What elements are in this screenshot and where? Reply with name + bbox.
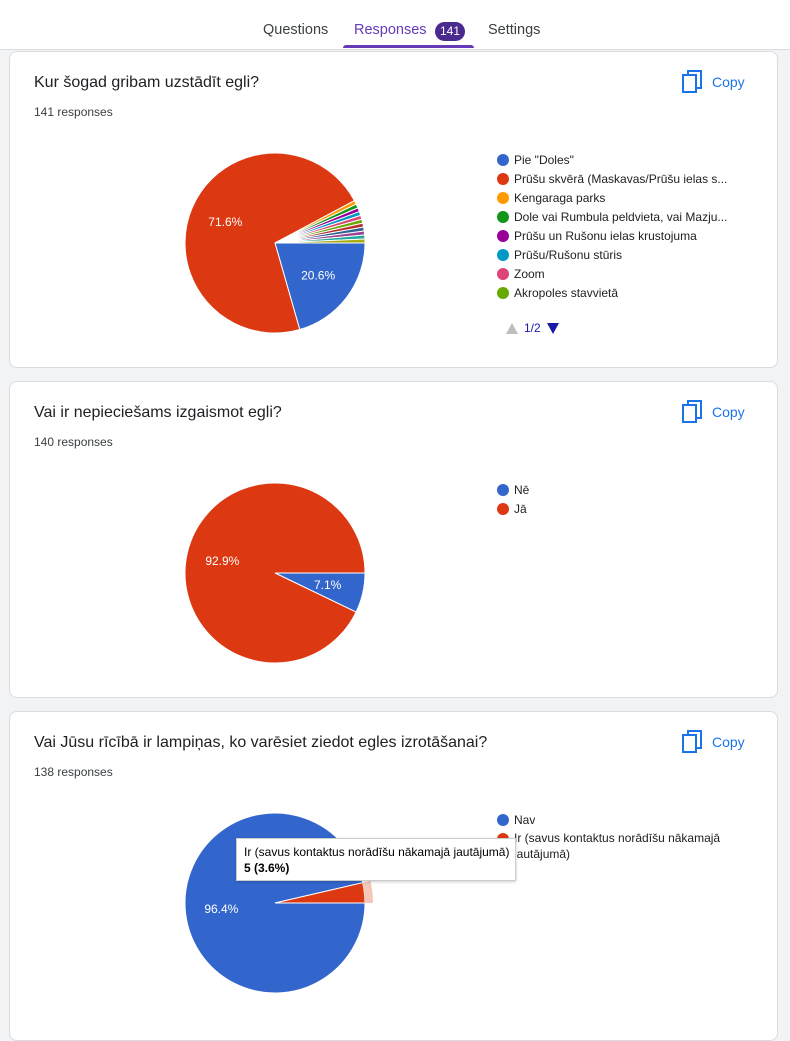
responses-count-badge: 141 xyxy=(435,22,465,41)
legend-item[interactable]: Kengaraga parks xyxy=(497,189,747,208)
pie-chart: 7.1% 92.9% xyxy=(185,483,365,663)
active-tab-indicator xyxy=(343,45,474,48)
tab-settings[interactable]: Settings xyxy=(488,22,541,38)
legend-item[interactable]: Akropoles stavvietā xyxy=(497,284,747,303)
slice-percent-label: 7.1% xyxy=(314,578,342,592)
legend-label: Nē xyxy=(514,483,530,497)
legend-swatch xyxy=(497,814,509,826)
legend-page-indicator: 1/2 xyxy=(524,321,541,335)
legend-swatch xyxy=(497,268,509,280)
copy-icon xyxy=(682,70,702,93)
copy-icon xyxy=(682,730,702,753)
slice-percent-label: 20.6% xyxy=(301,269,335,283)
legend-label: Prūšu un Rušonu ielas krustojuma xyxy=(514,229,697,243)
pie-slice[interactable] xyxy=(274,242,365,331)
next-page-icon[interactable] xyxy=(546,322,559,334)
slice-percent-label: 92.9% xyxy=(205,554,239,568)
legend-item[interactable]: Ir (savus kontaktus norādīšu nākamajā ja… xyxy=(497,830,747,864)
question-title: Vai ir nepieciešams izgaismot egli? xyxy=(34,404,282,421)
legend-swatch xyxy=(497,154,509,166)
legend-label: Nav xyxy=(514,813,536,827)
legend-item[interactable]: Prūšu skvērā (Maskavas/Prūšu ielas s... xyxy=(497,170,747,189)
legend-label: Ir (savus kontaktus norādīšu nākamajā ja… xyxy=(514,831,721,861)
pie-slice[interactable] xyxy=(274,238,365,244)
slice-percent-label: 96.4% xyxy=(204,902,238,916)
legend-label: Prūšu skvērā (Maskavas/Prūšu ielas s... xyxy=(514,172,728,186)
slice-hover-halo xyxy=(362,880,373,903)
question-title: Vai Jūsu rīcībā ir lampiņas, ko varēsiet… xyxy=(34,734,488,751)
copy-chart-button[interactable]: Copy xyxy=(682,728,762,756)
prev-page-icon[interactable] xyxy=(506,322,518,334)
tooltip-label: Ir (savus kontaktus norādīšu nākamajā ja… xyxy=(244,845,510,859)
chart-legend: Nē Jā xyxy=(497,481,747,519)
copy-label: Copy xyxy=(712,734,745,750)
top-tab-bar: Questions Responses 141 Settings xyxy=(0,0,790,50)
legend-swatch xyxy=(497,230,509,242)
legend-swatch xyxy=(497,287,509,299)
pie-slice[interactable] xyxy=(185,483,365,663)
legend-label: Kengaraga parks xyxy=(514,191,606,205)
chart-legend: Nav Ir (savus kontaktus norādīšu nākamaj… xyxy=(497,811,747,864)
response-count: 140 responses xyxy=(34,435,113,449)
legend-swatch xyxy=(497,503,509,515)
chart-tooltip: Ir (savus kontaktus norādīšu nākamajā ja… xyxy=(236,838,516,881)
legend-item[interactable]: Prūšu/Rušonu stūris xyxy=(497,246,747,265)
copy-label: Copy xyxy=(712,74,745,90)
legend-item[interactable]: Nē xyxy=(497,481,747,500)
legend-swatch xyxy=(497,173,509,185)
legend-swatch xyxy=(497,211,509,223)
legend-item[interactable]: Pie "Doles" xyxy=(497,151,747,170)
legend-swatch xyxy=(497,192,509,204)
legend-label: Akropoles stavvietā xyxy=(514,286,619,300)
legend-label: Jā xyxy=(514,502,527,516)
legend-swatch xyxy=(497,249,509,261)
legend-label: Prūšu/Rušonu stūris xyxy=(514,248,623,262)
tab-responses[interactable]: Responses xyxy=(354,22,427,38)
response-count: 138 responses xyxy=(34,765,113,779)
legend-item[interactable]: Prūšu un Rušonu ielas krustojuma xyxy=(497,227,747,246)
legend-pager: 1/2 xyxy=(506,321,559,335)
copy-icon xyxy=(682,400,702,423)
tooltip-value: 5 (3.6%) xyxy=(244,861,290,875)
tab-questions[interactable]: Questions xyxy=(263,22,329,38)
pie-slice[interactable] xyxy=(185,153,356,333)
legend-label: Pie "Doles" xyxy=(514,153,574,167)
slice-percent-label: 71.6% xyxy=(208,215,242,229)
legend-item[interactable]: Dole vai Rumbula peldvieta, vai Mazju... xyxy=(497,208,747,227)
copy-label: Copy xyxy=(712,404,745,420)
question-card-2: Vai ir nepieciešams izgaismot egli? 140 … xyxy=(9,381,778,698)
legend-label: Dole vai Rumbula peldvieta, vai Mazju... xyxy=(514,210,728,224)
pie-chart: 20.6% 71.6% xyxy=(185,153,365,333)
copy-chart-button[interactable]: Copy xyxy=(682,398,762,426)
response-count: 141 responses xyxy=(34,105,113,119)
legend-label: Zoom xyxy=(514,267,545,281)
legend-item[interactable]: Zoom xyxy=(497,265,747,284)
question-card-1: Kur šogad gribam uzstādīt egli? 141 resp… xyxy=(9,51,778,368)
copy-chart-button[interactable]: Copy xyxy=(682,68,762,96)
legend-swatch xyxy=(497,484,509,496)
chart-legend: Pie "Doles" Prūšu skvērā (Maskavas/Prūšu… xyxy=(497,151,747,303)
question-title: Kur šogad gribam uzstādīt egli? xyxy=(34,74,260,91)
legend-item[interactable]: Jā xyxy=(497,500,747,519)
legend-item[interactable]: Nav xyxy=(497,811,747,830)
